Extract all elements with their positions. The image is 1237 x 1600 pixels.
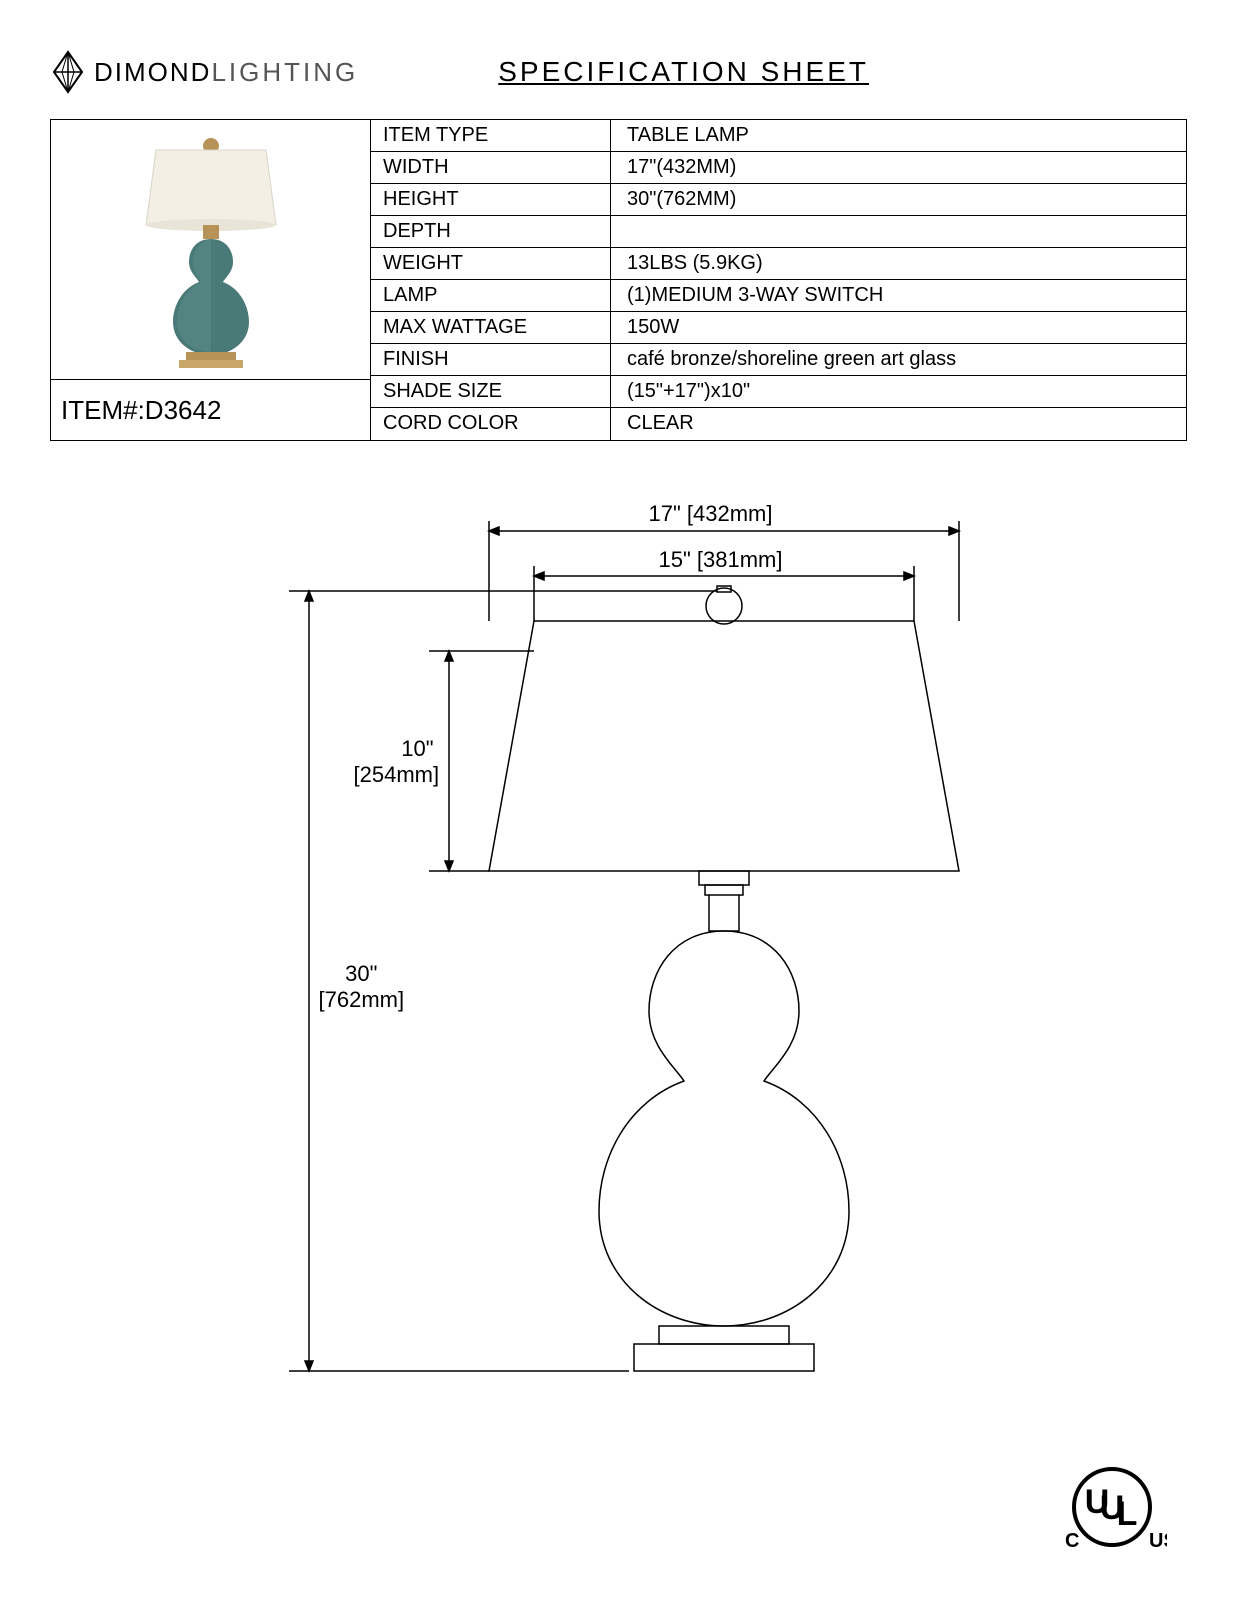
- spec-row: SHADE SIZE(15"+17")x10": [371, 376, 1186, 408]
- spec-row: FINISHcafé bronze/shoreline green art gl…: [371, 344, 1186, 376]
- spec-row: WIDTH17"(432MM): [371, 152, 1186, 184]
- dim-total-height: 30" [762mm]: [319, 961, 405, 1014]
- spec-row: ITEM TYPETABLE LAMP: [371, 120, 1186, 152]
- dim-width-17: 17" [432mm]: [649, 501, 773, 527]
- spec-label: MAX WATTAGE: [371, 312, 611, 343]
- page-title: SPECIFICATION SHEET: [498, 56, 869, 88]
- spec-row: HEIGHT30"(762MM): [371, 184, 1186, 216]
- product-thumbnail: [111, 130, 311, 370]
- brand-second: LIGHTING: [211, 57, 358, 87]
- spec-label: CORD COLOR: [371, 408, 611, 440]
- spec-value: TABLE LAMP: [611, 120, 1186, 151]
- brand-first: DIMOND: [94, 57, 211, 87]
- spec-value: 13LBS (5.9KG): [611, 248, 1186, 279]
- spec-value: café bronze/shoreline green art glass: [611, 344, 1186, 375]
- item-number: D3642: [145, 395, 222, 426]
- spec-table: ITEM#:D3642 ITEM TYPETABLE LAMPWIDTH17"(…: [0, 119, 1237, 441]
- spec-value: 150W: [611, 312, 1186, 343]
- spec-row: DEPTH: [371, 216, 1186, 248]
- dim-width-15: 15" [381mm]: [659, 547, 783, 573]
- spec-label: HEIGHT: [371, 184, 611, 215]
- technical-drawing: 17" [432mm] 15" [381mm] 10" [254mm] 30" …: [169, 491, 1069, 1411]
- svg-text:C: C: [1065, 1530, 1079, 1552]
- svg-text:US: US: [1149, 1530, 1167, 1552]
- spec-value: CLEAR: [611, 408, 1186, 440]
- spec-label: SHADE SIZE: [371, 376, 611, 407]
- item-number-cell: ITEM#:D3642: [51, 380, 370, 440]
- spec-label: WIDTH: [371, 152, 611, 183]
- dim-total-height-in: 30": [345, 961, 377, 986]
- spec-value: (15"+17")x10": [611, 376, 1186, 407]
- item-label: ITEM#:: [61, 395, 145, 426]
- spec-label: ITEM TYPE: [371, 120, 611, 151]
- ul-certification-icon: U L U C US: [1057, 1465, 1167, 1560]
- spec-row: CORD COLORCLEAR: [371, 408, 1186, 440]
- header: DIMONDLIGHTING SPECIFICATION SHEET: [0, 0, 1237, 104]
- dim-shade-height: 10" [254mm]: [354, 736, 434, 789]
- dim-shade-height-in: 10": [401, 736, 433, 761]
- spec-label: WEIGHT: [371, 248, 611, 279]
- dim-shade-height-mm: [254mm]: [354, 762, 440, 787]
- spec-value: [611, 216, 1186, 247]
- svg-text:U: U: [1085, 1483, 1110, 1521]
- dim-total-height-mm: [762mm]: [319, 987, 405, 1012]
- spec-label: FINISH: [371, 344, 611, 375]
- diamond-icon: [50, 50, 86, 94]
- product-image-cell: [51, 120, 370, 380]
- svg-text:L: L: [1117, 1495, 1138, 1533]
- spec-label: LAMP: [371, 280, 611, 311]
- spec-value: (1)MEDIUM 3-WAY SWITCH: [611, 280, 1186, 311]
- brand-name: DIMONDLIGHTING: [94, 57, 358, 88]
- spec-value: 30"(762MM): [611, 184, 1186, 215]
- spec-rows: ITEM TYPETABLE LAMPWIDTH17"(432MM)HEIGHT…: [371, 120, 1186, 440]
- spec-row: LAMP(1)MEDIUM 3-WAY SWITCH: [371, 280, 1186, 312]
- brand-logo: DIMONDLIGHTING: [50, 50, 358, 94]
- spec-row: MAX WATTAGE150W: [371, 312, 1186, 344]
- spec-row: WEIGHT13LBS (5.9KG): [371, 248, 1186, 280]
- spec-value: 17"(432MM): [611, 152, 1186, 183]
- spec-label: DEPTH: [371, 216, 611, 247]
